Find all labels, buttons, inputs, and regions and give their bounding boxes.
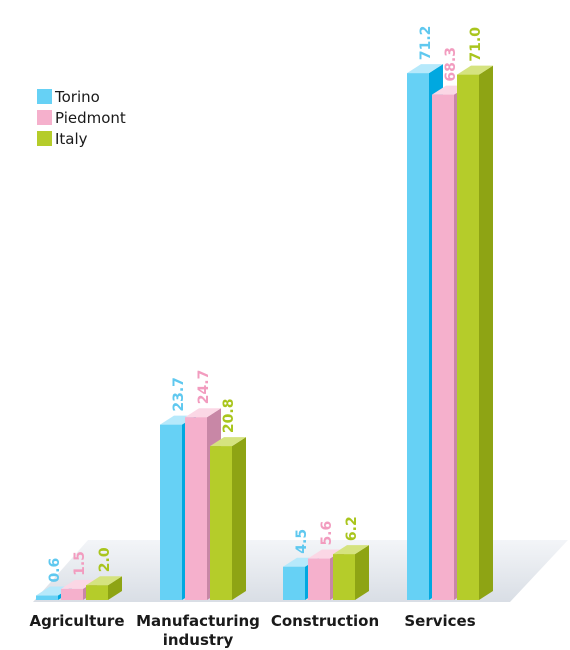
bar-front: [407, 73, 429, 601]
category-label-1-1: industry: [163, 631, 234, 649]
legend-label-torino: Torino: [54, 88, 100, 106]
value-label-italy-0: 2.0: [97, 547, 113, 572]
bar-italy-1: [210, 437, 246, 600]
bar-top: [185, 408, 221, 418]
bars: [36, 64, 493, 601]
value-label-italy-1: 20.8: [221, 399, 237, 434]
bar-top: [210, 437, 246, 447]
bar-top: [457, 65, 493, 75]
bar-front: [36, 595, 58, 600]
category-label-2-0: Construction: [271, 612, 379, 630]
bar-italy-0: [86, 576, 122, 600]
bar-front: [160, 424, 182, 600]
bar-top: [61, 579, 97, 589]
bar-front: [185, 417, 207, 600]
value-labels: 0.6 1.5 2.0 23.7 24.7 20.8 4.5 5.6 6.2 71.2 68.3 71…: [47, 26, 484, 583]
legend-swatch-torino: [37, 89, 52, 104]
bar-front: [210, 446, 232, 600]
bar-top: [308, 549, 344, 559]
value-label-torino-0: 0.6: [47, 558, 63, 583]
legend-swatch-piedmont: [37, 110, 52, 125]
value-label-piedmont-3: 68.3: [443, 47, 459, 82]
bar-front: [333, 554, 355, 600]
bar-front: [308, 558, 330, 600]
value-label-piedmont-1: 24.7: [196, 370, 212, 405]
value-label-piedmont-0: 1.5: [72, 551, 88, 576]
legend-label-italy: Italy: [55, 130, 88, 148]
bar-side: [479, 65, 493, 601]
bar-side: [108, 576, 122, 600]
bar-top: [86, 576, 122, 586]
value-label-italy-2: 6.2: [344, 516, 360, 541]
bar-top: [333, 545, 369, 555]
value-label-piedmont-2: 5.6: [319, 521, 335, 546]
value-label-torino-1: 23.7: [171, 377, 187, 412]
bar-front: [86, 585, 108, 600]
bar-front: [61, 588, 83, 600]
value-label-italy-3: 71.0: [468, 27, 484, 62]
bar-side: [232, 437, 246, 600]
legend-label-piedmont: Piedmont: [55, 109, 126, 127]
value-label-torino-3: 71.2: [418, 26, 434, 61]
bar-italy-3: [457, 65, 493, 601]
bar-front: [432, 94, 454, 600]
value-label-torino-2: 4.5: [294, 529, 310, 554]
category-label-0-0: Agriculture: [29, 612, 124, 630]
bar-side: [355, 545, 369, 600]
bar-front: [283, 566, 305, 600]
legend: Torino Piedmont Italy: [37, 88, 126, 148]
bar-front: [457, 74, 479, 601]
category-label-3-0: Services: [404, 612, 475, 630]
bar-italy-2: [333, 545, 369, 600]
bar-top: [407, 64, 443, 74]
legend-swatch-italy: [37, 131, 52, 146]
category-label-1-0: Manufacturing: [136, 612, 260, 630]
